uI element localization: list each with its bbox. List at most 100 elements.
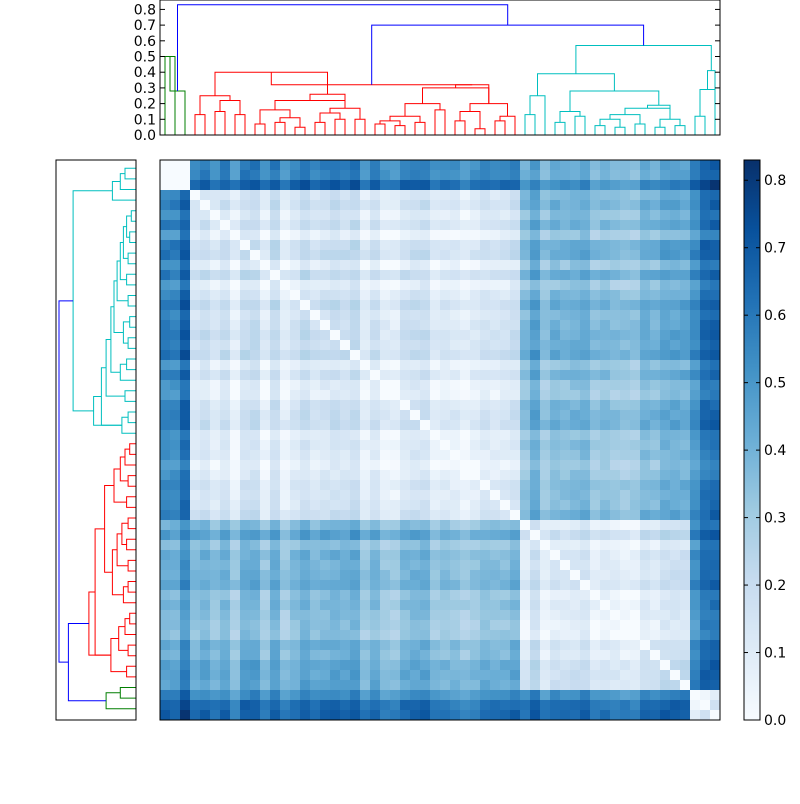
heatmap-cell (540, 410, 551, 421)
heatmap-cell (260, 500, 271, 511)
heatmap-cell (680, 250, 691, 261)
heatmap-cell (560, 630, 571, 641)
heatmap-cell (540, 710, 551, 721)
heatmap-cell (510, 480, 521, 491)
heatmap-cell (580, 530, 591, 541)
dendrogram-link (88, 591, 111, 656)
heatmap-cell (560, 550, 571, 561)
heatmap-cell (350, 170, 361, 181)
heatmap-cell (610, 580, 621, 591)
heatmap-cell (310, 380, 321, 391)
heatmap-cell (380, 470, 391, 481)
heatmap-cell (620, 410, 631, 421)
heatmap-cell (600, 240, 611, 251)
heatmap-cell (560, 490, 571, 501)
heatmap-cell (460, 420, 471, 431)
heatmap-cell (620, 500, 631, 511)
heatmap-cell (170, 510, 181, 521)
heatmap-cell (670, 440, 681, 451)
heatmap-cell (450, 340, 461, 351)
heatmap-cell (170, 290, 181, 301)
heatmap-cell (340, 300, 351, 311)
heatmap-cell (580, 600, 591, 611)
heatmap-cell (230, 500, 241, 511)
heatmap-cell (180, 590, 191, 601)
heatmap-cell (640, 700, 651, 711)
heatmap-cell (520, 520, 531, 531)
heatmap-cell (690, 430, 701, 441)
heatmap-cell (660, 280, 671, 291)
heatmap-cell (290, 340, 301, 351)
heatmap-cell (620, 610, 631, 621)
heatmap-cell (700, 430, 711, 441)
heatmap-cell (260, 540, 271, 551)
heatmap-cell (600, 460, 611, 471)
heatmap-cell (400, 440, 411, 451)
heatmap-cell (380, 200, 391, 211)
heatmap-cell (280, 430, 291, 441)
heatmap-cell (170, 430, 181, 441)
heatmap-cell (270, 650, 281, 661)
heatmap-cell (300, 690, 311, 701)
heatmap-cell (330, 310, 341, 321)
heatmap-cell (230, 310, 241, 321)
heatmap-cell (640, 690, 651, 701)
heatmap-cell (450, 560, 461, 571)
heatmap-cell (490, 430, 501, 441)
heatmap-cell (230, 320, 241, 331)
heatmap-cell (400, 370, 411, 381)
heatmap-cell (170, 230, 181, 241)
heatmap-cell (270, 510, 281, 521)
heatmap-cell (180, 670, 191, 681)
dendrogram-link (113, 280, 124, 333)
heatmap-cell (520, 170, 531, 181)
heatmap-cell (550, 190, 561, 201)
heatmap-cell (500, 670, 511, 681)
heatmap-cell (260, 570, 271, 581)
heatmap-cell (480, 230, 491, 241)
heatmap-cell (550, 170, 561, 181)
heatmap-cell (320, 210, 331, 221)
heatmap-cell (550, 550, 561, 561)
heatmap-cell (190, 320, 201, 331)
heatmap-cell (690, 640, 701, 651)
heatmap-cell (370, 700, 381, 711)
heatmap-cell (360, 320, 371, 331)
heatmap-cell (210, 430, 221, 441)
heatmap-cell (450, 250, 461, 261)
heatmap-cell (620, 270, 631, 281)
heatmap-cell (290, 380, 301, 391)
heatmap-cell (280, 580, 291, 591)
heatmap-cell (420, 280, 431, 291)
heatmap-cell (710, 210, 721, 221)
heatmap-cell (590, 640, 601, 651)
heatmap-cell (640, 480, 651, 491)
heatmap-cell (250, 340, 261, 351)
heatmap-cell (470, 210, 481, 221)
heatmap-cell (240, 170, 251, 181)
dendrogram-link (314, 121, 326, 135)
heatmap-cell (540, 160, 551, 171)
heatmap-cell (650, 520, 661, 531)
heatmap-cell (360, 490, 371, 501)
heatmap-cell (690, 630, 701, 641)
heatmap-cell (680, 210, 691, 221)
heatmap-cell (290, 600, 301, 611)
heatmap-cell (240, 410, 251, 421)
heatmap-cell (460, 500, 471, 511)
heatmap-cell (260, 600, 271, 611)
heatmap-cell (430, 240, 441, 251)
heatmap-cell (570, 340, 581, 351)
heatmap-cell (670, 350, 681, 361)
heatmap-cell (310, 590, 321, 601)
heatmap-cell (500, 320, 511, 331)
heatmap-cell (200, 460, 211, 471)
heatmap-cell (200, 230, 211, 241)
heatmap-cell (370, 360, 381, 371)
heatmap-cell (370, 620, 381, 631)
heatmap-cell (520, 270, 531, 281)
heatmap-cell (550, 410, 561, 421)
heatmap-cell (170, 710, 181, 721)
heatmap-cell (240, 310, 251, 321)
heatmap-cell (340, 460, 351, 471)
